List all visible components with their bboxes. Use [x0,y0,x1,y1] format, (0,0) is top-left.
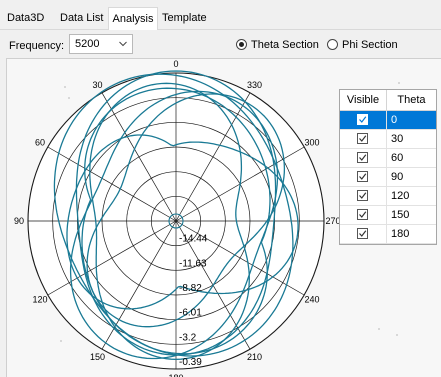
tab-analysis[interactable]: Analysis [108,7,158,30]
table-header: Visible Theta [340,90,436,111]
theta-value: 90 [391,171,404,183]
theta-value: 30 [391,133,404,145]
theta-value: 180 [391,228,410,240]
radial-value-label: -3.2 [179,332,197,343]
theta-value: 150 [391,209,410,221]
tab-bar: Data3D Data List Analysis Template [0,0,441,30]
tab-template[interactable]: Template [162,12,207,24]
angle-label: 300 [304,138,319,148]
theta-table: Visible Theta 0 30 60 90 120 150 180 [339,89,437,245]
angle-label: 270 [325,216,340,226]
background-dot [60,340,62,342]
table-row[interactable]: 120 [340,187,436,206]
visible-checkbox[interactable] [357,228,368,239]
visible-checkbox[interactable] [357,152,368,163]
theta-section-label: Theta Section [251,39,319,51]
visible-cell [340,149,387,167]
table-body: 0 30 60 90 120 150 180 [340,111,436,244]
angle-label: 90 [14,216,24,226]
theta-value: 120 [391,190,410,202]
pattern-hub [168,213,184,229]
theta-section-radio-icon[interactable] [236,39,247,50]
pattern-curve [69,90,279,360]
phi-section-label: Phi Section [342,39,398,51]
background-dot [396,334,398,336]
pattern-curve [66,134,299,310]
visible-cell [340,187,387,205]
tab-data-list[interactable]: Data List [60,12,104,24]
chevron-down-icon [119,41,127,47]
frequency-value: 5200 [75,38,100,50]
checkmark-icon [359,211,367,218]
grid-spoke [175,220,305,296]
angle-label: 30 [92,80,102,90]
angle-label: 60 [35,138,45,148]
grid-spoke [47,220,177,296]
frequency-label: Frequency: [9,40,65,52]
table-row[interactable]: 180 [340,225,436,244]
table-row[interactable]: 60 [340,149,436,168]
table-row[interactable]: 0 [340,111,436,130]
visible-cell [340,111,387,129]
background-dot [68,97,70,99]
grid-spoke [101,92,177,222]
angle-label: 120 [32,295,47,305]
pattern-curve [89,82,250,361]
grid-spoke [47,146,177,222]
visible-checkbox[interactable] [357,114,368,125]
angle-label: 240 [304,295,319,305]
header-visible: Visible [340,90,387,110]
angle-label: 210 [247,352,262,362]
angle-label: 150 [90,352,105,362]
visible-checkbox[interactable] [357,190,368,201]
polar-grid [27,72,325,370]
polar-labels: 0 30 60 90 120 150 180 210 240 270 300 330 -14.44 -11… [14,59,341,377]
background-dot [378,328,380,330]
visible-checkbox[interactable] [357,171,368,182]
radial-value-label: -11.63 [179,258,207,269]
frequency-select[interactable]: 5200 [69,34,133,54]
radial-value-label: -6.01 [179,308,202,319]
checkmark-icon [359,230,367,237]
phi-section-radio-icon[interactable] [327,39,338,50]
theta-value: 60 [391,152,404,164]
grid-spoke [101,220,177,350]
background-dot [398,82,400,84]
radial-value-label: -0.39 [179,357,202,368]
radiation-pattern-curves [53,70,299,361]
grid-spoke [175,92,251,222]
checkmark-icon [359,116,367,123]
table-row[interactable]: 90 [340,168,436,187]
checkmark-icon [359,154,367,161]
tab-data3d[interactable]: Data3D [7,12,45,24]
header-theta: Theta [397,94,426,106]
visible-cell [340,130,387,148]
radial-value-label: -8.82 [179,283,202,294]
checkmark-icon [359,192,367,199]
pattern-curve [86,93,286,328]
angle-label: 330 [247,80,262,90]
radial-value-label: -14.44 [179,234,208,245]
visible-checkbox[interactable] [357,133,368,144]
angle-label: 180 [168,373,183,377]
checkmark-icon [359,173,367,180]
table-row[interactable]: 30 [340,130,436,149]
visible-checkbox[interactable] [357,209,368,220]
visible-cell [340,225,387,243]
pattern-curve [81,87,271,355]
angle-label: 0 [173,59,178,69]
background-dot [64,86,66,88]
visible-cell [340,168,387,186]
theta-value: 0 [391,114,398,126]
checkmark-icon [359,135,367,142]
table-row[interactable]: 150 [340,206,436,225]
visible-cell [340,206,387,224]
tab-divider [0,29,441,30]
